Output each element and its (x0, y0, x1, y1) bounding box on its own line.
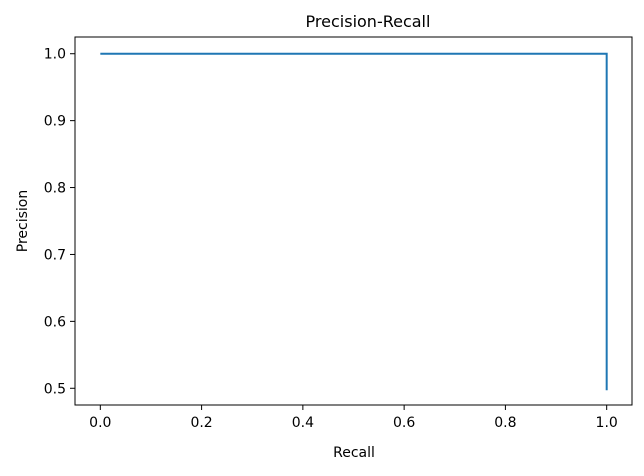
precision-recall-line (100, 52, 608, 391)
x-tick-label: 0.6 (393, 415, 415, 431)
x-tick-label: 1.0 (596, 415, 618, 431)
x-axis-label: Recall (333, 445, 375, 461)
x-tick-label: 0.0 (89, 415, 111, 431)
plot-frame (74, 36, 633, 406)
chart-title: Precision-Recall (306, 12, 431, 31)
y-tick-label: 1.0 (44, 47, 66, 63)
x-tick-label: 0.4 (292, 415, 314, 431)
y-tick-label: 0.7 (44, 247, 66, 263)
y-tick-label: 0.6 (44, 314, 66, 330)
y-tick-label: 0.5 (44, 381, 66, 397)
x-tick-label: 0.2 (190, 415, 212, 431)
y-axis-label: Precision (15, 190, 31, 252)
x-axis-ticks: 0.0 0.2 0.4 0.6 0.8 1.0 (89, 405, 618, 431)
series-layer (100, 52, 608, 391)
y-tick-label: 0.9 (44, 114, 66, 130)
x-tick-label: 0.8 (494, 415, 516, 431)
y-tick-label: 0.8 (44, 181, 66, 197)
y-axis-ticks: 0.5 0.6 0.7 0.8 0.9 1.0 (44, 47, 75, 397)
